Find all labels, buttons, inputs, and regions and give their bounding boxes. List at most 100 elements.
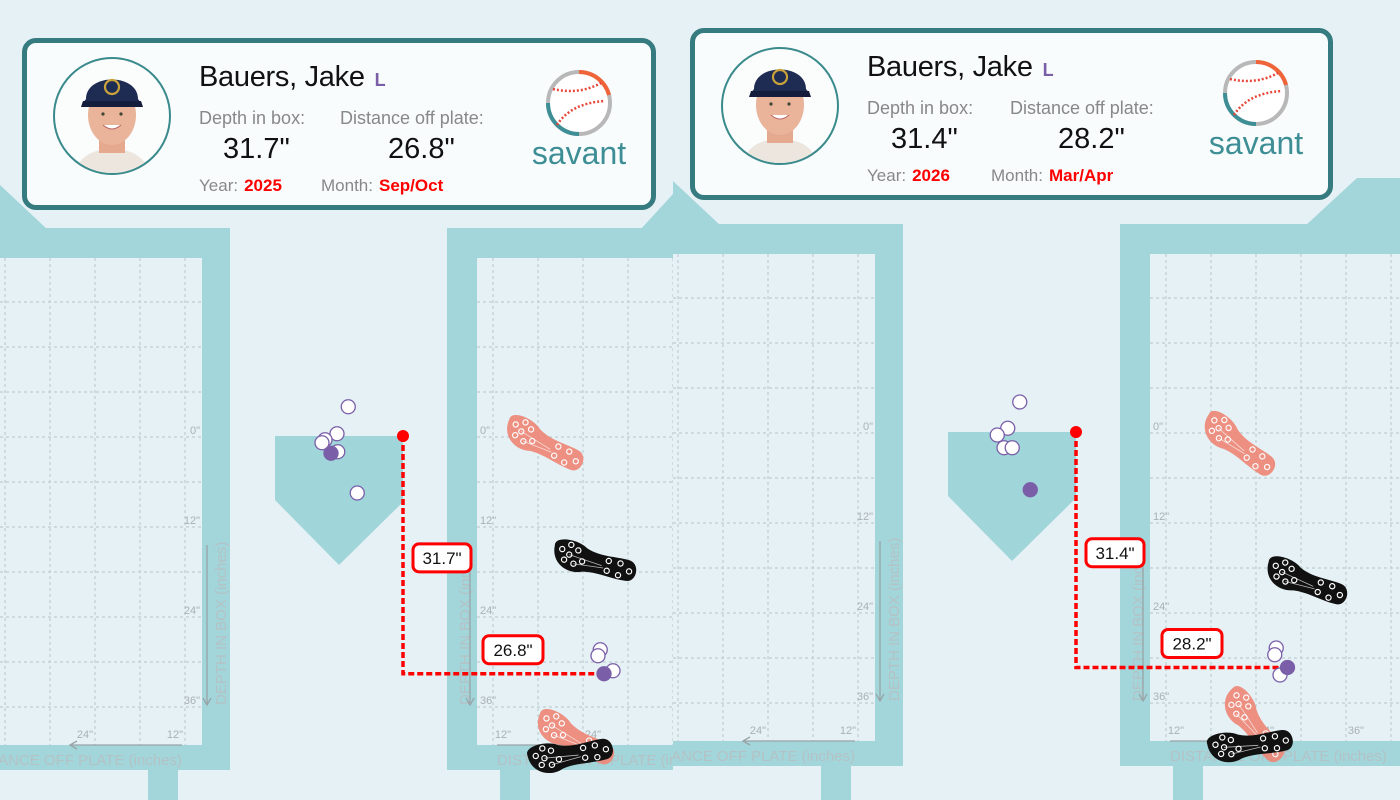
cleat-stud — [594, 753, 601, 761]
depth-tick-left: 12" — [857, 511, 873, 523]
depth-measure-label-box — [411, 542, 473, 574]
cleat-stud — [1282, 559, 1289, 566]
depth-tick-left: 36" — [857, 691, 873, 703]
player-name-text: Bauers, Jake — [867, 51, 1033, 83]
month-label: Month: — [991, 166, 1043, 185]
depth-tick-right: 0" — [1153, 421, 1163, 433]
cleat-stud — [1208, 427, 1216, 435]
cleat-line — [569, 554, 604, 569]
cleat-stud — [1314, 588, 1321, 596]
distance-measure-label-box — [1160, 628, 1224, 659]
cleat-stud — [614, 572, 622, 579]
point — [314, 435, 330, 451]
distance-measure-label: 26.8" — [481, 634, 545, 666]
year-label: Year: — [199, 176, 239, 195]
bats-hand-badge: L — [1042, 60, 1054, 80]
right-box-corner — [640, 189, 677, 230]
stance-panel-2025: 0"0"12"12"24"24"36"36"24"12"12"24"36"DEP… — [0, 0, 677, 800]
cleat-stud — [555, 443, 562, 450]
depth-axis-title: DEPTH IN BOX (inches) — [886, 538, 903, 701]
savant-logo: savant — [529, 65, 629, 185]
distance-measure-label: 28.2" — [1160, 628, 1224, 659]
cleat-stud — [539, 745, 546, 752]
back-foot-cleat — [1207, 729, 1293, 763]
left-box-top — [673, 224, 903, 254]
grid — [0, 258, 677, 745]
batters-box-field: 0"0"12"12"24"24"36"36"24"12"12"24"36"DEP… — [673, 178, 1400, 800]
cleat-stud — [1243, 454, 1250, 461]
year-field: Year: 2026 — [867, 166, 950, 186]
distance-value: 26.8" — [388, 133, 455, 165]
cleat-stud — [1271, 733, 1279, 740]
left-box-corner — [673, 181, 721, 226]
left-box-stub — [821, 766, 851, 800]
year-value[interactable]: 2026 — [912, 166, 950, 185]
distance-tick-left: 24" — [750, 725, 766, 737]
depth-value: 31.7" — [223, 133, 290, 165]
cleat-stud — [560, 459, 568, 466]
point — [329, 426, 345, 442]
cleat-line — [521, 431, 552, 453]
cleat-stud — [572, 458, 579, 465]
left-box-bottom — [673, 741, 903, 766]
arrow-down-icon — [202, 545, 212, 707]
back-foot-cleat — [527, 738, 613, 773]
cleat-line — [544, 754, 581, 766]
cleat-stud — [532, 752, 539, 760]
point — [340, 399, 356, 415]
cleat-stud — [542, 725, 550, 733]
distance-tick-left: 12" — [840, 725, 856, 737]
cleat-stud — [553, 713, 560, 720]
month-value[interactable]: Sep/Oct — [378, 176, 444, 195]
point — [590, 648, 606, 664]
player-name: Bauers, Jake L — [199, 61, 386, 94]
home-plate — [948, 432, 1076, 561]
cleat-stud — [560, 556, 568, 563]
distance-measure-label-box — [481, 634, 545, 666]
distance-tick-left: 12" — [167, 729, 183, 741]
depth-axis-title: DEPTH IN BOX (inches) — [213, 542, 230, 705]
player-name-text: Bauers, Jake — [199, 61, 365, 93]
cleat-stud — [512, 421, 519, 428]
cleat-stud — [602, 746, 610, 753]
depth-tick-left: 24" — [857, 601, 873, 613]
cleat-stud — [575, 547, 582, 554]
cleat-stud — [1272, 562, 1279, 569]
cleat-line — [1224, 744, 1261, 755]
depth-tick-right: 36" — [1153, 691, 1169, 703]
baseball-graphic — [546, 69, 612, 136]
distance-tick-right: 12" — [495, 729, 511, 741]
arrow-left-icon — [68, 740, 182, 750]
distance-tick-right: 12" — [1168, 725, 1184, 737]
average-point — [323, 445, 339, 461]
arrow-down-icon — [875, 541, 885, 703]
depth-tick-right: 24" — [480, 605, 496, 617]
left-box-stub — [148, 770, 178, 800]
front-foot-cleat — [1204, 410, 1276, 476]
cleat-stud — [1317, 579, 1325, 586]
depth-measure-label: 31.7" — [411, 542, 473, 574]
back-foot-cleat — [554, 539, 637, 581]
cleat-stud — [1245, 703, 1252, 710]
cleat-stud — [1225, 424, 1232, 432]
point — [1267, 647, 1283, 663]
cleat-stud — [1233, 692, 1240, 699]
plate-corner-marker — [1070, 426, 1082, 438]
cleats — [507, 415, 637, 773]
axis-arrows — [68, 545, 602, 750]
cleat-line — [1218, 427, 1245, 455]
player-card: Bauers, Jake L Depth in box: Distance off… — [22, 38, 656, 210]
cleat-stud — [1282, 737, 1290, 744]
left-box-corner — [0, 185, 48, 230]
points — [989, 394, 1296, 683]
cleat-stud — [1263, 463, 1271, 471]
cleat-stud — [559, 545, 566, 553]
year-value[interactable]: 2025 — [244, 176, 282, 195]
month-value[interactable]: Mar/Apr — [1048, 166, 1114, 185]
cleat-stud — [522, 419, 529, 426]
month-field: Month: Sep/Oct — [321, 176, 443, 196]
stance-panel-2026: 0"0"12"12"24"24"36"36"24"12"12"24"36"DEP… — [673, 0, 1400, 800]
player-headshot — [721, 47, 839, 165]
year-label: Year: — [867, 166, 907, 185]
cleat-stud — [1259, 453, 1266, 460]
